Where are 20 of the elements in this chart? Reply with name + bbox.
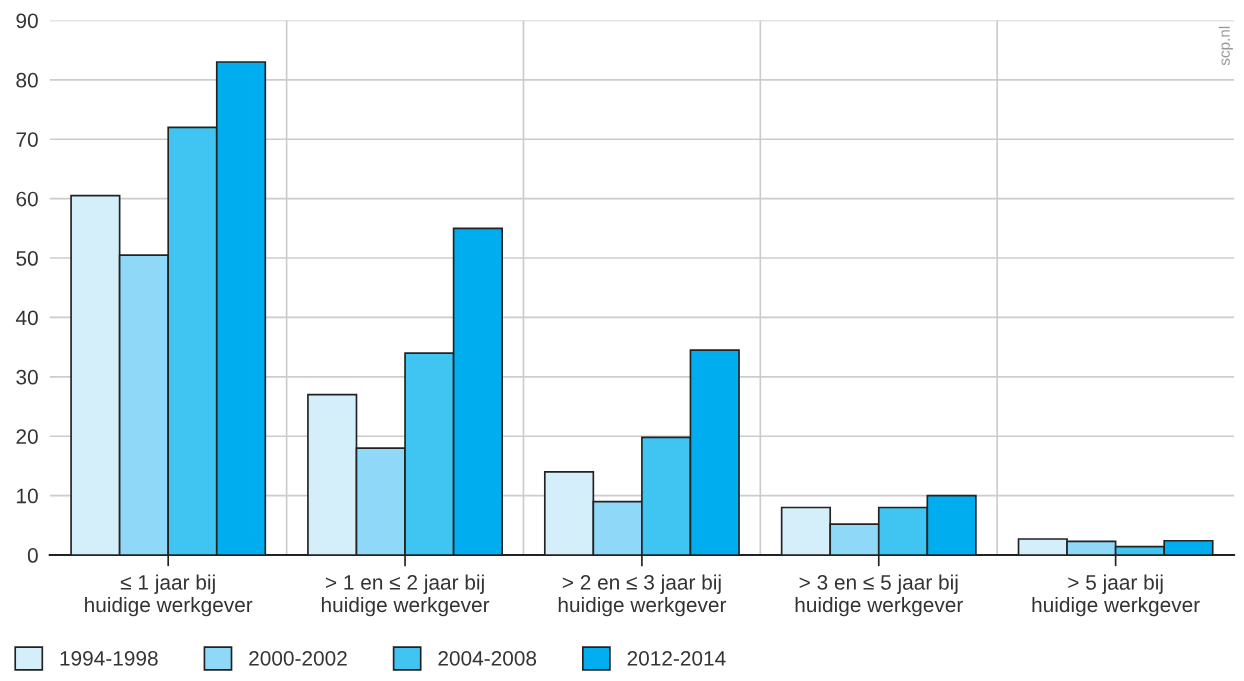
y-tick-label: 10 bbox=[17, 488, 38, 504]
y-tick-label: 20 bbox=[16, 429, 38, 444]
legend-label: 2000-2002 bbox=[249, 650, 347, 666]
y-tick-label: 50 bbox=[16, 251, 38, 266]
annotation: scp.nl bbox=[1218, 26, 1233, 66]
x-tick-label: ≤ 1 jaar bij huidige werkgever bbox=[85, 574, 253, 617]
x-tick-label: > 1 en ≤ 2 jaar bij huidige werkgever bbox=[321, 574, 490, 617]
y-tick-label: 70 bbox=[16, 132, 38, 147]
x-tick-label: > 2 en ≤ 3 jaar bij huidige werkgever bbox=[558, 574, 727, 617]
x-tick-label: > 3 en ≤ 5 jaar bij huidige werkgever bbox=[795, 574, 963, 617]
y-tick-label: 60 bbox=[16, 191, 38, 207]
y-tick-label: 40 bbox=[15, 310, 38, 326]
legend-label: 2012-2014 bbox=[627, 650, 726, 666]
y-tick-label: 0 bbox=[27, 548, 38, 563]
x-tick-label: > 5 jaar bij huidige werkgever bbox=[1032, 574, 1200, 617]
y-tick-label: 90 bbox=[16, 13, 38, 29]
y-tick-label: 30 bbox=[16, 369, 38, 385]
legend-label: 1994-1998 bbox=[60, 650, 158, 666]
y-tick-label: 80 bbox=[16, 72, 38, 88]
legend-label: 2004-2008 bbox=[438, 650, 537, 666]
